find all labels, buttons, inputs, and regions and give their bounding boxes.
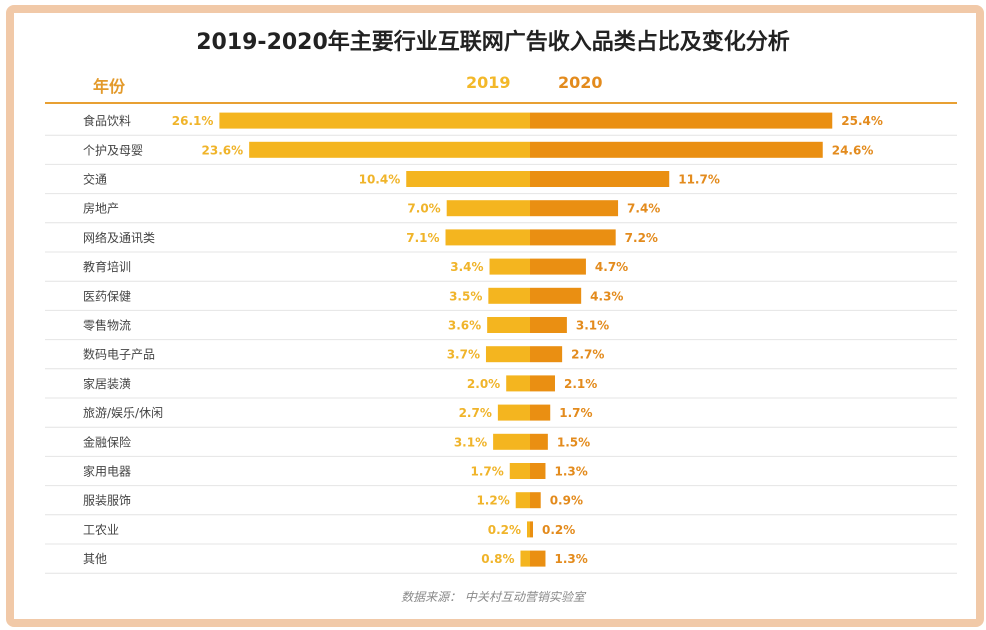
value-label-2019: 23.6%: [202, 143, 244, 157]
value-label-2019: 10.4%: [359, 173, 401, 187]
category-label: 医药保健: [83, 289, 131, 303]
bar-2019: [520, 550, 530, 567]
bar-2019: [445, 229, 530, 246]
category-label: 房地产: [83, 201, 119, 216]
bar-2020: [530, 141, 823, 158]
bar-2019: [497, 404, 530, 421]
value-label-2019: 26.1%: [172, 114, 214, 128]
value-label-2020: 2.7%: [571, 348, 604, 362]
bar-2019: [489, 258, 530, 275]
bar-2020: [530, 200, 619, 217]
value-label-2020: 1.7%: [559, 406, 592, 420]
value-label-2020: 25.4%: [841, 114, 883, 128]
bar-2020: [530, 171, 670, 187]
bar-2019: [406, 171, 530, 187]
bar-2019: [249, 141, 530, 158]
bar-2020: [530, 433, 548, 450]
value-label-2020: 4.3%: [590, 289, 623, 303]
category-label: 教育培训: [83, 259, 131, 274]
category-label: 服装服饰: [83, 494, 131, 508]
bar-2020: [530, 550, 546, 567]
value-label-2019: 1.7%: [470, 465, 503, 479]
bar-2019: [488, 287, 530, 304]
bar-2019: [487, 317, 530, 333]
value-label-2019: 2.0%: [467, 377, 500, 391]
bar-2020: [530, 229, 616, 246]
value-label-2019: 3.5%: [449, 289, 482, 303]
category-label: 家用电器: [83, 464, 131, 479]
bar-2019: [493, 433, 530, 450]
value-label-2019: 7.0%: [407, 202, 440, 216]
value-label-2019: 3.6%: [448, 319, 481, 333]
value-label-2020: 3.1%: [576, 319, 609, 333]
value-label-2020: 24.6%: [832, 143, 874, 157]
value-label-2019: 3.4%: [450, 260, 483, 274]
bar-2020: [530, 112, 833, 129]
source-note: 数据来源： 中关村互动营销实验室: [401, 590, 585, 604]
bar-2019: [515, 492, 530, 509]
bar-2020: [530, 258, 586, 275]
value-label-2019: 3.7%: [447, 348, 480, 362]
value-label-2019: 3.1%: [454, 435, 487, 449]
value-label-2019: 2.7%: [459, 406, 492, 420]
value-label-2019: 0.8%: [481, 552, 514, 566]
value-label-2020: 0.2%: [542, 523, 575, 537]
bar-2019: [506, 375, 530, 392]
value-label-2020: 11.7%: [678, 173, 720, 187]
category-label: 家居装潢: [83, 376, 131, 391]
value-label-2020: 1.3%: [554, 465, 587, 479]
value-label-2020: 7.2%: [625, 231, 658, 245]
category-label: 零售物流: [83, 318, 131, 333]
category-label: 数码电子产品: [83, 347, 155, 362]
category-label: 其他: [83, 552, 107, 566]
bar-2020: [530, 375, 555, 392]
bar-2020: [530, 463, 546, 479]
header-divider: [45, 102, 957, 104]
value-label-2020: 1.5%: [557, 435, 590, 449]
bar-2020: [530, 492, 541, 509]
bar-2019: [446, 200, 530, 217]
value-label-2020: 2.1%: [564, 377, 597, 391]
value-label-2019: 7.1%: [406, 231, 439, 245]
bar-2019: [527, 521, 530, 538]
value-label-2019: 0.2%: [488, 523, 521, 537]
bar-2020: [530, 346, 563, 363]
header-category: 年份: [93, 77, 126, 96]
bar-2020: [530, 287, 582, 304]
bar-2019: [485, 346, 530, 363]
value-label-2020: 7.4%: [627, 202, 660, 216]
bar-2020: [530, 317, 567, 333]
header-2019: 2019: [466, 73, 511, 92]
value-label-2020: 4.7%: [595, 260, 628, 274]
category-label: 个护及母婴: [83, 143, 143, 157]
category-label: 交通: [83, 172, 107, 187]
bar-2020: [530, 521, 533, 538]
bar-2019: [219, 112, 530, 129]
category-label: 工农业: [83, 523, 119, 537]
category-label: 金融保险: [83, 434, 131, 449]
category-label: 旅游/娱乐/休闲: [83, 406, 163, 420]
header-2020: 2020: [558, 73, 603, 92]
value-label-2020: 1.3%: [554, 552, 587, 566]
bar-2019: [509, 463, 530, 479]
category-label: 网络及通讯类: [83, 230, 155, 245]
category-label: 食品饮料: [83, 113, 131, 128]
bar-2020: [530, 404, 551, 421]
chart-title: 2019-2020年主要行业互联网广告收入品类占比及变化分析: [196, 30, 790, 55]
chart-frame: [6, 5, 984, 627]
value-label-2020: 0.9%: [550, 494, 583, 508]
value-label-2019: 1.2%: [476, 494, 509, 508]
